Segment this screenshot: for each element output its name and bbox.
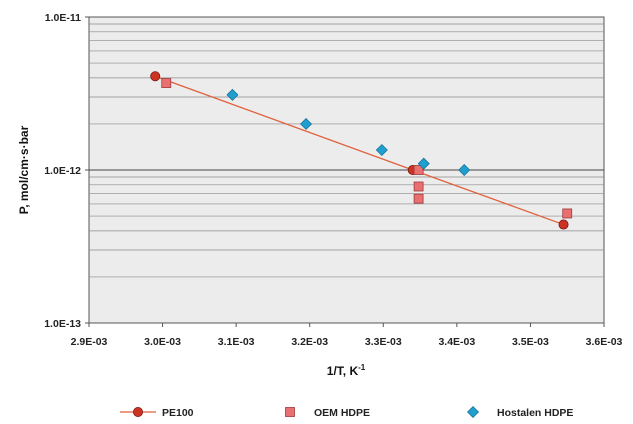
legend: PE100 OEM HDPE Hostalen HDPE [120,406,573,419]
data-point [161,78,172,88]
x-tick-label: 3.5E-03 [512,336,549,348]
x-tick-label: 3.0E-03 [144,336,181,348]
data-point [417,157,430,170]
data-point [150,71,161,82]
legend-marker [285,407,295,417]
y-tick-label: 1.0E-11 [45,12,81,24]
x-axis-title-superscript: -1 [358,363,366,372]
data-point [558,219,569,230]
legend-label: OEM HDPE [314,407,370,419]
legend-item: OEM HDPE [285,407,370,419]
series-oem-hdpe [161,78,573,219]
x-tick-labels: 2.9E-03 3.0E-03 3.1E-03 3.2E-03 3.3E-03 3.4E-… [71,323,623,348]
x-axis-title: 1/T, K-1 [327,363,366,378]
legend-item: Hostalen HDPE [467,406,573,419]
x-tick-label: 3.1E-03 [218,336,255,348]
data-point [562,208,573,219]
x-tick-label: 3.4E-03 [438,336,475,348]
data-point [226,88,239,101]
data-point [300,117,313,130]
legend-item: PE100 [120,406,194,419]
y-tick-labels: 1.0E-13 1.0E-12 1.0E-11 [44,12,89,330]
x-tick-label: 3.2E-03 [291,336,328,348]
data-point [413,165,424,175]
data-point [413,193,424,204]
legend-label: PE100 [162,407,194,419]
legend-marker [132,406,143,417]
data-point [458,164,471,176]
data-point [375,144,388,157]
y-axis-title: P, mol/cm·s·bar [17,125,31,214]
x-tick-label: 3.3E-03 [365,336,402,348]
x-tick-label: 3.6E-03 [586,336,623,348]
legend-label: Hostalen HDPE [497,407,573,419]
series-layer [150,71,573,230]
series-hostalen-hdpe [226,88,471,176]
grid-lines [89,23,604,278]
x-tick-label: 2.9E-03 [71,336,108,348]
data-point [413,181,424,192]
legend-marker [467,406,479,418]
y-tick-label: 1.0E-13 [44,318,81,330]
y-tick-label: 1.0E-12 [44,165,81,177]
